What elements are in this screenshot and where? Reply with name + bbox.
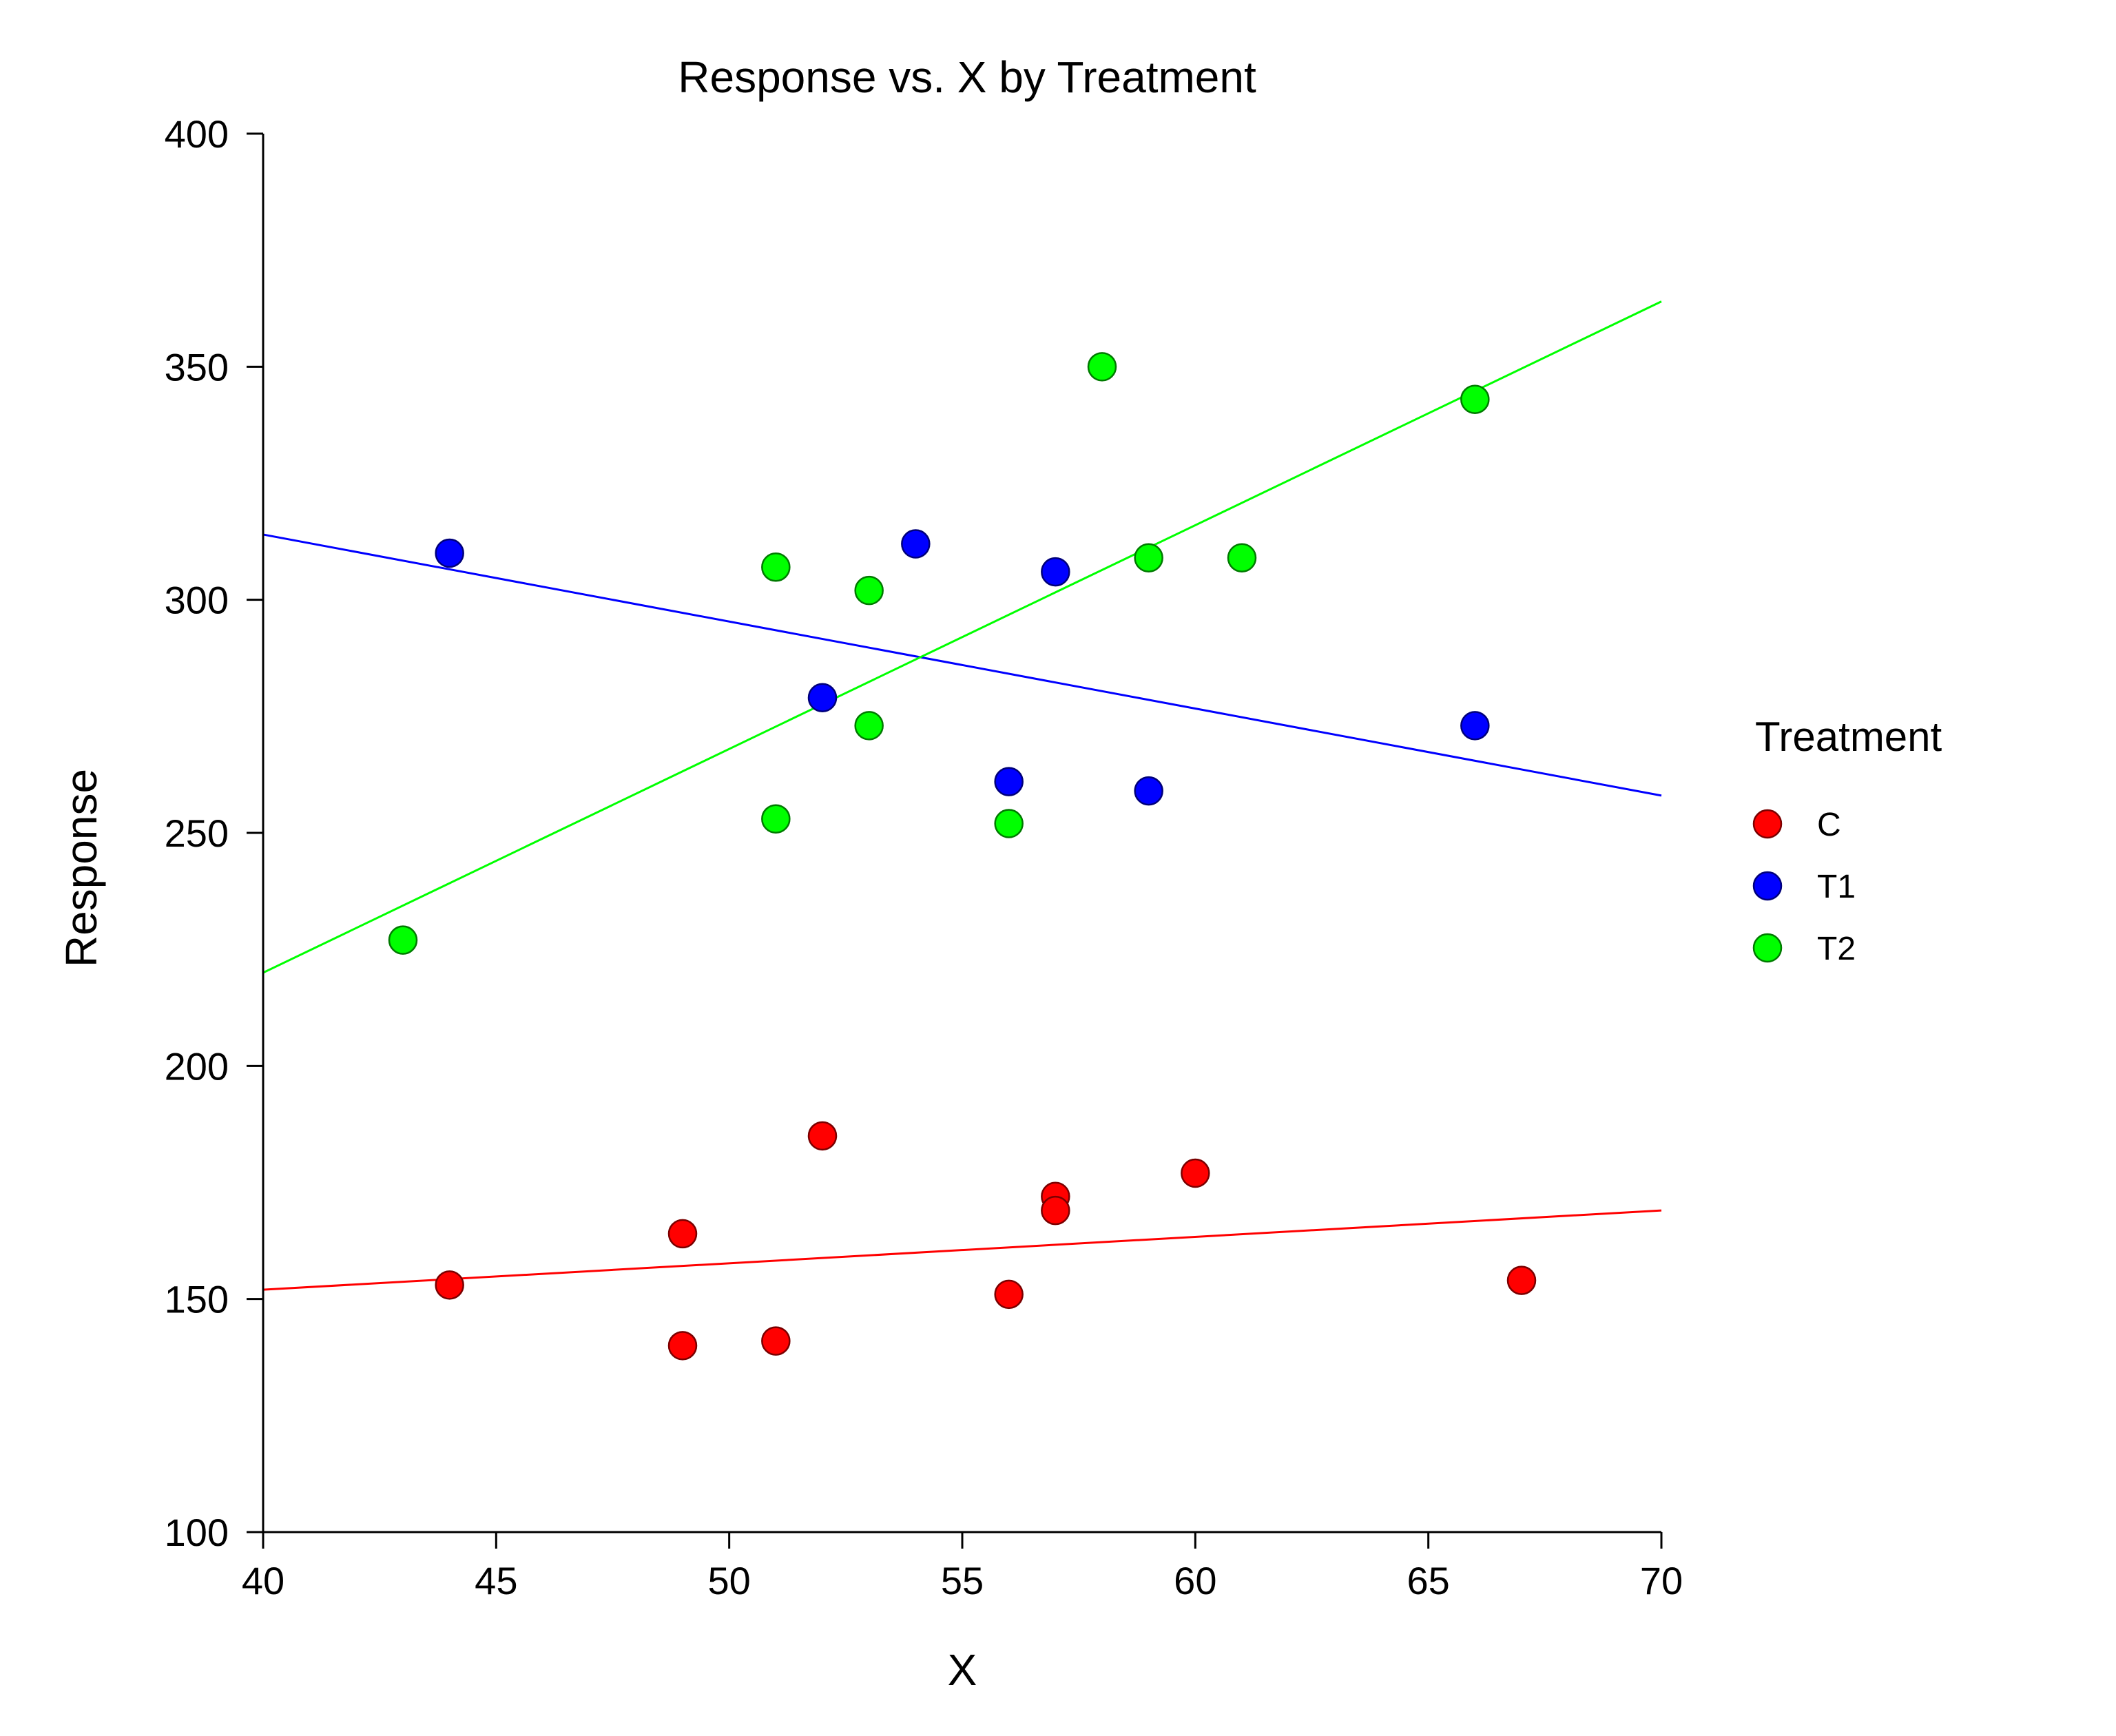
y-tick-label: 400 [165,112,229,156]
legend: Treatment C T1 T2 [1752,714,1942,967]
point-t2 [1227,543,1257,573]
x-tick-label: 70 [1640,1559,1683,1602]
x-axis-label: X [948,1645,977,1695]
point-t1 [807,683,838,713]
legend-label-c: C [1817,807,1841,843]
y-tick-label: 200 [165,1044,229,1088]
point-t1 [435,538,464,568]
y-tick-label: 250 [165,812,229,855]
point-c [807,1121,838,1151]
point-c [1181,1158,1210,1188]
point-t2 [854,575,884,606]
fit-line-t2 [262,300,1662,974]
point-c [667,1331,698,1361]
legend-label-t2: T2 [1817,931,1856,967]
fit-line-t1 [262,533,1662,797]
chart-title: Response vs. X by Treatment [678,52,1256,102]
x-tick-label: 55 [941,1559,984,1602]
legend-marker-t1 [1752,871,1783,901]
y-tick-label: 150 [165,1278,229,1321]
legend-marker-c [1752,809,1783,839]
x-tick-label: 40 [242,1559,284,1602]
point-t2 [994,809,1024,838]
data-points [388,352,1537,1361]
point-t1 [1134,776,1163,806]
y-axis-ticks: 100 150 200 250 300 350 400 [165,112,263,1554]
point-t2 [1134,543,1163,573]
x-tick-label: 50 [708,1559,751,1602]
fit-line-c [262,1209,1662,1291]
y-tick-label: 350 [165,345,229,389]
x-tick-label: 65 [1407,1559,1450,1602]
point-c [994,1279,1024,1310]
legend-items: C T1 T2 [1752,807,1856,967]
point-t1 [1041,557,1070,587]
x-tick-label: 60 [1174,1559,1216,1602]
point-t2 [388,925,418,955]
x-tick-label: 45 [475,1559,517,1602]
point-t2 [854,711,884,741]
point-t2 [1087,352,1117,382]
point-t2 [1460,384,1490,414]
legend-title: Treatment [1755,714,1942,760]
point-c [1506,1265,1537,1295]
point-c [435,1270,464,1300]
point-t2 [761,804,791,834]
fit-lines [262,300,1662,1291]
point-t1 [1460,711,1490,741]
point-c [1041,1195,1070,1226]
y-axis-label: Response [56,769,106,967]
point-c [667,1219,698,1249]
x-axis-ticks: 40 45 50 55 60 65 70 [242,1532,1683,1602]
legend-label-t1: T1 [1817,869,1856,905]
point-t1 [901,529,931,559]
y-tick-label: 300 [165,579,229,622]
point-t1 [994,767,1024,796]
legend-marker-t2 [1752,933,1783,963]
y-tick-label: 100 [165,1511,229,1554]
point-c [761,1326,791,1356]
point-t2 [761,552,791,582]
